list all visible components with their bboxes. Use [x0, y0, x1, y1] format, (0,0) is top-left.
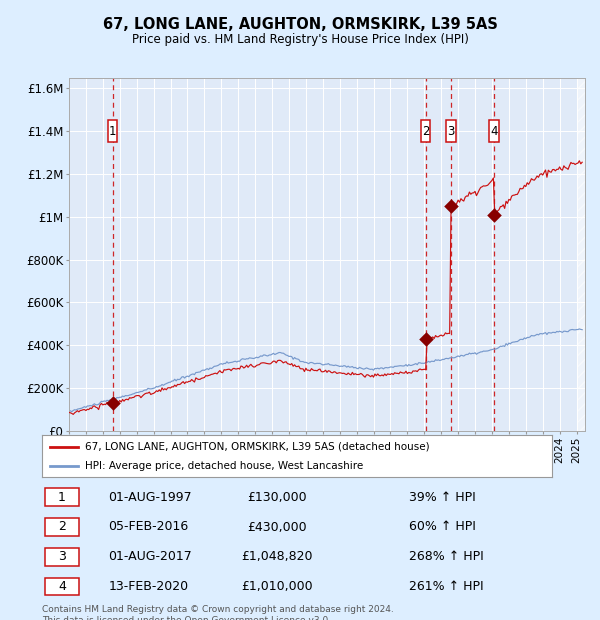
Text: £1,010,000: £1,010,000 — [241, 580, 313, 593]
Text: HPI: Average price, detached house, West Lancashire: HPI: Average price, detached house, West… — [85, 461, 364, 471]
Text: £430,000: £430,000 — [247, 521, 307, 533]
Point — [446, 202, 456, 211]
Text: 60% ↑ HPI: 60% ↑ HPI — [409, 521, 476, 533]
FancyBboxPatch shape — [44, 578, 79, 595]
Point — [108, 398, 118, 408]
Text: 1: 1 — [58, 491, 66, 503]
Text: 3: 3 — [58, 551, 66, 563]
Text: £1,048,820: £1,048,820 — [241, 551, 313, 563]
FancyBboxPatch shape — [489, 120, 499, 141]
Text: 2: 2 — [58, 521, 66, 533]
Text: 261% ↑ HPI: 261% ↑ HPI — [409, 580, 484, 593]
Point — [421, 334, 431, 343]
Text: 268% ↑ HPI: 268% ↑ HPI — [409, 551, 484, 563]
FancyBboxPatch shape — [44, 489, 79, 506]
FancyBboxPatch shape — [44, 518, 79, 536]
Point — [489, 210, 499, 219]
Text: 67, LONG LANE, AUGHTON, ORMSKIRK, L39 5AS: 67, LONG LANE, AUGHTON, ORMSKIRK, L39 5A… — [103, 17, 497, 32]
Text: 05-FEB-2016: 05-FEB-2016 — [109, 521, 188, 533]
Text: 1: 1 — [109, 125, 116, 138]
Text: 39% ↑ HPI: 39% ↑ HPI — [409, 491, 476, 503]
Text: 67, LONG LANE, AUGHTON, ORMSKIRK, L39 5AS (detached house): 67, LONG LANE, AUGHTON, ORMSKIRK, L39 5A… — [85, 441, 430, 451]
Text: 01-AUG-1997: 01-AUG-1997 — [109, 491, 192, 503]
Text: 01-AUG-2017: 01-AUG-2017 — [109, 551, 192, 563]
Text: 4: 4 — [490, 125, 497, 138]
Text: Contains HM Land Registry data © Crown copyright and database right 2024.
This d: Contains HM Land Registry data © Crown c… — [42, 604, 394, 620]
Text: 3: 3 — [448, 125, 455, 138]
FancyBboxPatch shape — [108, 120, 118, 141]
Text: Price paid vs. HM Land Registry's House Price Index (HPI): Price paid vs. HM Land Registry's House … — [131, 33, 469, 45]
Text: 2: 2 — [422, 125, 430, 138]
Text: £130,000: £130,000 — [247, 491, 307, 503]
FancyBboxPatch shape — [446, 120, 456, 141]
Text: 4: 4 — [58, 580, 66, 593]
FancyBboxPatch shape — [44, 548, 79, 565]
FancyBboxPatch shape — [421, 120, 430, 141]
Text: 13-FEB-2020: 13-FEB-2020 — [109, 580, 188, 593]
Bar — [577, 78, 585, 431]
